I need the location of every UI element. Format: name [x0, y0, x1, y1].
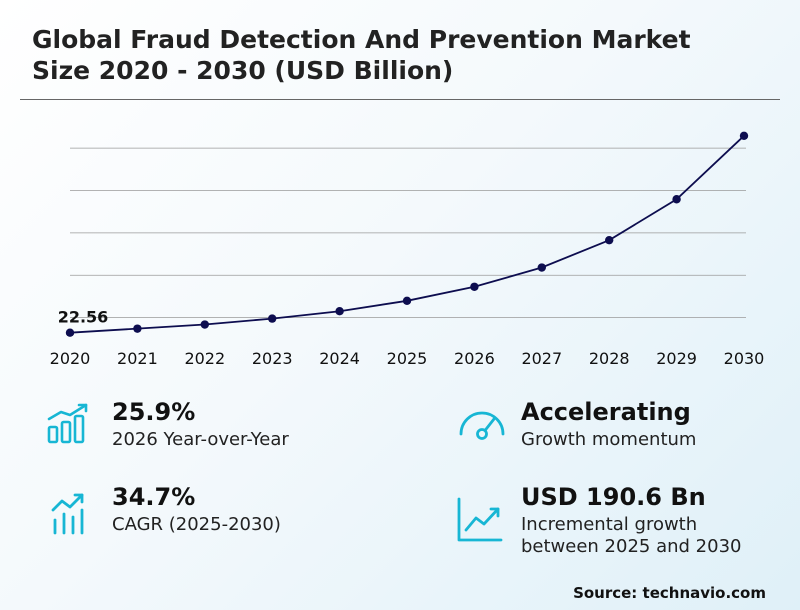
- data-point-2028: [605, 235, 614, 245]
- x-tick-label-2023: 2023: [252, 349, 293, 368]
- data-point-2030: [739, 131, 749, 141]
- data-point-2023: [268, 314, 277, 323]
- x-tick-label-2029: 2029: [656, 349, 697, 368]
- x-tick-label-2030: 2030: [724, 349, 765, 368]
- data-point-2024: [335, 307, 344, 316]
- source-note: Source: technavio.com: [573, 584, 766, 602]
- stat-incremental-label-line2: between 2025 and 2030: [521, 536, 742, 557]
- trend-bars-icon: [51, 493, 84, 535]
- stat-cagr: 34.7% CAGR (2025-2030): [112, 483, 281, 536]
- stat-momentum-label: Growth momentum: [521, 429, 697, 450]
- x-tick-label-2022: 2022: [184, 349, 225, 368]
- x-tick-label-2027: 2027: [521, 349, 562, 368]
- x-tick-label-2026: 2026: [454, 349, 495, 368]
- stat-cagr-value: 34.7%: [112, 483, 196, 511]
- stat-incremental: USD 190.6 Bn Incremental growth between …: [521, 483, 741, 558]
- data-point-2022: [200, 320, 209, 329]
- stat-yoy-label: 2026 Year-over-Year: [112, 429, 289, 450]
- stat-incremental-label: Incremental growth between 2025 and 2030: [521, 514, 741, 558]
- speedometer-icon: [459, 411, 505, 440]
- data-point-2027: [537, 263, 546, 272]
- stat-cagr-label: CAGR (2025-2030): [112, 514, 281, 535]
- data-point-2025: [402, 296, 412, 306]
- chart-title-line1: Global Fraud Detection And Prevention Ma…: [32, 25, 691, 54]
- x-tick-label-2024: 2024: [319, 349, 360, 368]
- stat-momentum-value: Accelerating: [521, 398, 691, 426]
- stat-yoy: 25.9% 2026 Year-over-Year: [112, 398, 289, 451]
- data-point-2021: [133, 324, 142, 333]
- x-tick-label-2028: 2028: [589, 349, 630, 368]
- stat-momentum: Accelerating Growth momentum: [521, 398, 696, 451]
- x-tick-label-2021: 2021: [117, 349, 158, 368]
- data-label-2020: 22.56: [58, 308, 109, 327]
- stat-yoy-value: 25.9%: [112, 398, 196, 426]
- bar-growth-icon: [47, 403, 88, 444]
- stat-incremental-label-line1: Incremental growth: [521, 514, 698, 535]
- chart-title-line2: Size 2020 - 2030 (USD Billion): [32, 56, 454, 85]
- data-point-2029: [672, 195, 681, 204]
- title-divider: [20, 99, 780, 100]
- stat-incremental-value: USD 190.6 Bn: [521, 483, 706, 511]
- chart-title: Global Fraud Detection And Prevention Ma…: [32, 24, 782, 86]
- data-point-2026: [470, 282, 479, 291]
- x-tick-label-2025: 2025: [387, 349, 428, 368]
- x-tick-label-2020: 2020: [50, 349, 91, 368]
- line-chart: 2020 2021 2022 2023 2024 2025 2026 2027 2028 2029…: [50, 131, 765, 368]
- line-growth-icon: [457, 497, 503, 542]
- data-point-2020: [65, 328, 75, 337]
